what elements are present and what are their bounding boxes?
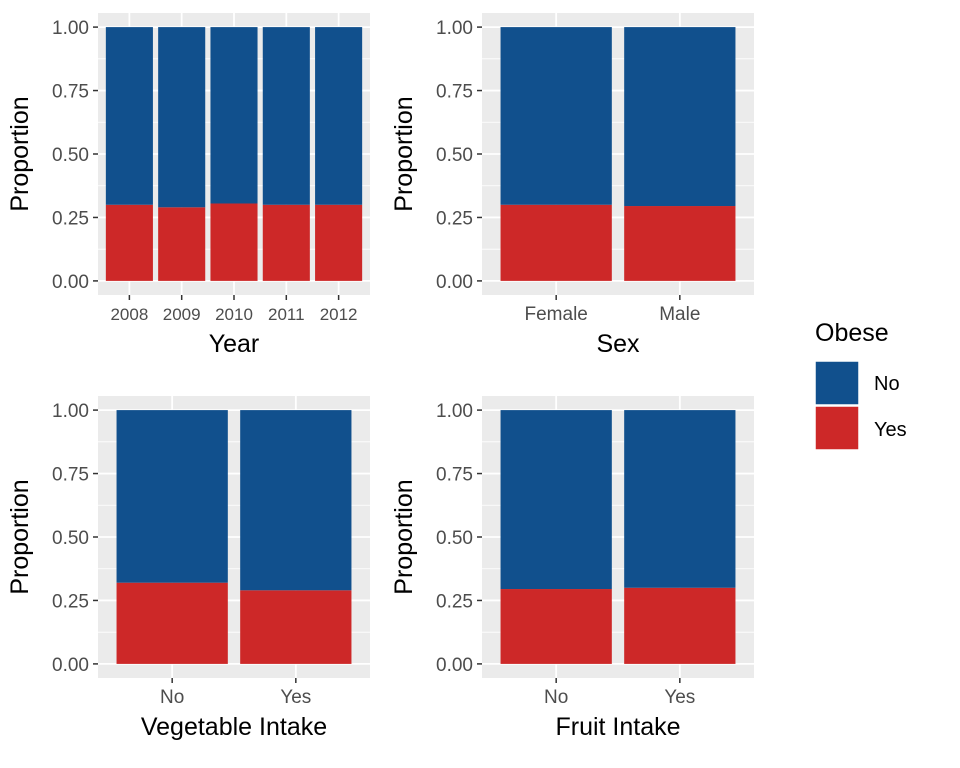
bar-segment-no: [315, 27, 363, 205]
y-axis-title: Proportion: [6, 479, 34, 594]
legend-label-no: No: [874, 373, 900, 395]
x-tick-label: Female: [525, 304, 588, 325]
y-axis-title: Proportion: [6, 96, 34, 211]
y-tick-label: 0.25: [52, 591, 89, 612]
y-tick-label: 0.75: [52, 465, 89, 486]
x-axis-title: Sex: [596, 330, 640, 358]
y-tick-label: 1.00: [436, 18, 473, 39]
x-tick-label: 2008: [110, 305, 148, 324]
bar-segment-yes: [116, 582, 228, 664]
y-axis-title: Proportion: [390, 96, 418, 211]
bar-segment-no: [158, 27, 206, 208]
bar-segment-yes: [624, 206, 736, 281]
y-tick-label: 0.25: [436, 208, 473, 229]
legend-label-yes: Yes: [874, 419, 907, 441]
y-tick-label: 0.75: [52, 82, 89, 103]
bar-segment-no: [240, 410, 352, 591]
y-tick-label: 0.75: [436, 82, 473, 103]
x-axis-title: Fruit Intake: [555, 713, 680, 741]
x-tick-label: Yes: [664, 687, 695, 708]
bar-segment-no: [262, 27, 310, 205]
y-tick-label: 1.00: [52, 18, 89, 39]
bar-segment-yes: [262, 204, 310, 281]
x-axis-title: Year: [209, 330, 260, 358]
y-tick-label: 0.00: [52, 655, 89, 676]
legend: Obese No Yes: [814, 319, 907, 451]
bar-segment-no: [105, 27, 153, 205]
bar-segment-yes: [105, 204, 153, 281]
y-tick-label: 0.25: [52, 208, 89, 229]
x-tick-label: No: [544, 687, 568, 708]
x-tick-label: Yes: [280, 687, 311, 708]
panel-3: 0.00 0.25 0.50 0.75 1.00 No Yes Vegetable Intak…: [6, 396, 370, 741]
x-tick-label: 2012: [320, 305, 358, 324]
bar-segment-yes: [315, 204, 363, 281]
bar-segment-no: [500, 410, 612, 590]
panel-4: 0.00 0.25 0.50 0.75 1.00 No Yes Fruit Intake Pro…: [390, 396, 754, 741]
y-tick-label: 0.25: [436, 591, 473, 612]
bar-segment-yes: [210, 203, 258, 281]
panel-1: 0.00 0.25 0.50 0.75 1.00 2008 2009 2010 2011 2012…: [6, 13, 370, 358]
x-tick-label: 2010: [215, 305, 253, 324]
y-tick-label: 1.00: [52, 401, 89, 422]
x-tick-label: 2009: [163, 305, 201, 324]
bar-segment-no: [500, 27, 612, 205]
y-axis-title: Proportion: [390, 479, 418, 594]
legend-swatch-yes: [814, 405, 860, 451]
y-tick-label: 0.00: [52, 272, 89, 293]
bar-segment-yes: [240, 590, 352, 664]
x-tick-label: No: [160, 687, 184, 708]
legend-title: Obese: [815, 319, 889, 347]
legend-swatch-no: [814, 360, 860, 406]
bar-segment-no: [624, 410, 736, 588]
bar-segment-yes: [500, 204, 612, 281]
bar-segment-yes: [500, 589, 612, 664]
y-tick-label: 1.00: [436, 401, 473, 422]
bar-segment-yes: [624, 587, 736, 664]
x-tick-label: 2011: [268, 305, 305, 324]
y-tick-label: 0.00: [436, 272, 473, 293]
chart-panels: 0.00 0.25 0.50 0.75 1.00 2008 2009 2010 2011 2012…: [6, 13, 754, 741]
y-tick-label: 0.00: [436, 655, 473, 676]
y-tick-label: 0.50: [52, 528, 89, 549]
y-tick-label: 0.50: [52, 145, 89, 166]
bar-segment-no: [210, 27, 258, 204]
bar-segment-no: [116, 410, 228, 583]
y-tick-label: 0.50: [436, 528, 473, 549]
y-tick-label: 0.75: [436, 465, 473, 486]
x-tick-label: Male: [659, 304, 700, 325]
bar-segment-no: [624, 27, 736, 207]
y-tick-label: 0.50: [436, 145, 473, 166]
panel-2: 0.00 0.25 0.50 0.75 1.00 Female Male Sex Proport…: [390, 13, 754, 358]
x-axis-title: Vegetable Intake: [141, 713, 327, 741]
bar-segment-yes: [158, 207, 206, 281]
